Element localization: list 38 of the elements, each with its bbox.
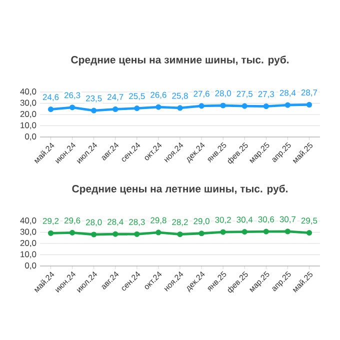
chart-title: Средние цены на зимние шины, тыс. руб. — [71, 56, 289, 66]
data-label: 28,3 — [129, 218, 145, 226]
data-label: 27,3 — [258, 91, 274, 98]
data-label: 27,5 — [236, 90, 253, 98]
data-label: 29,8 — [150, 217, 166, 224]
data-label: 30,6 — [258, 216, 274, 224]
data-label: 29,6 — [64, 218, 80, 224]
data-label: 28,0 — [86, 219, 102, 226]
data-label: 25,5 — [129, 93, 145, 100]
y-tick-label: 40,0 — [20, 218, 36, 224]
data-label: 26,6 — [150, 92, 166, 99]
data-label: 27,6 — [194, 90, 210, 98]
y-tick-label: 40,0 — [20, 88, 36, 96]
y-tick-label: 20,0 — [20, 240, 36, 247]
y-tick-label: 0,0 — [25, 134, 36, 140]
data-label: 26,3 — [64, 92, 80, 100]
data-label: 28,4 — [280, 90, 296, 97]
data-label: 30,4 — [236, 216, 253, 224]
y-tick-label: 0,0 — [25, 262, 36, 270]
data-label: 23,5 — [86, 95, 102, 102]
data-label: 28,2 — [172, 219, 188, 226]
data-label: 29,0 — [194, 218, 210, 226]
y-tick-label: 30,0 — [20, 100, 36, 107]
y-tick-label: 10,0 — [20, 251, 36, 258]
data-label: 28,7 — [301, 90, 318, 97]
data-label: 30,2 — [215, 216, 231, 224]
data-label: 28,4 — [108, 218, 124, 226]
y-tick-label: 30,0 — [20, 228, 36, 236]
y-tick-label: 10,0 — [20, 122, 36, 130]
data-label: 30,7 — [280, 216, 296, 224]
data-label: 25,8 — [172, 92, 188, 100]
data-label: 28,0 — [215, 90, 231, 98]
data-label: 24,6 — [42, 94, 59, 102]
data-label: 24,7 — [108, 94, 124, 102]
chart-title: Средние цены на летние шины, тыс. руб. — [72, 184, 288, 195]
y-tick-label: 20,0 — [20, 111, 36, 118]
data-label: 29,2 — [42, 218, 59, 225]
data-label: 29,5 — [301, 218, 318, 225]
